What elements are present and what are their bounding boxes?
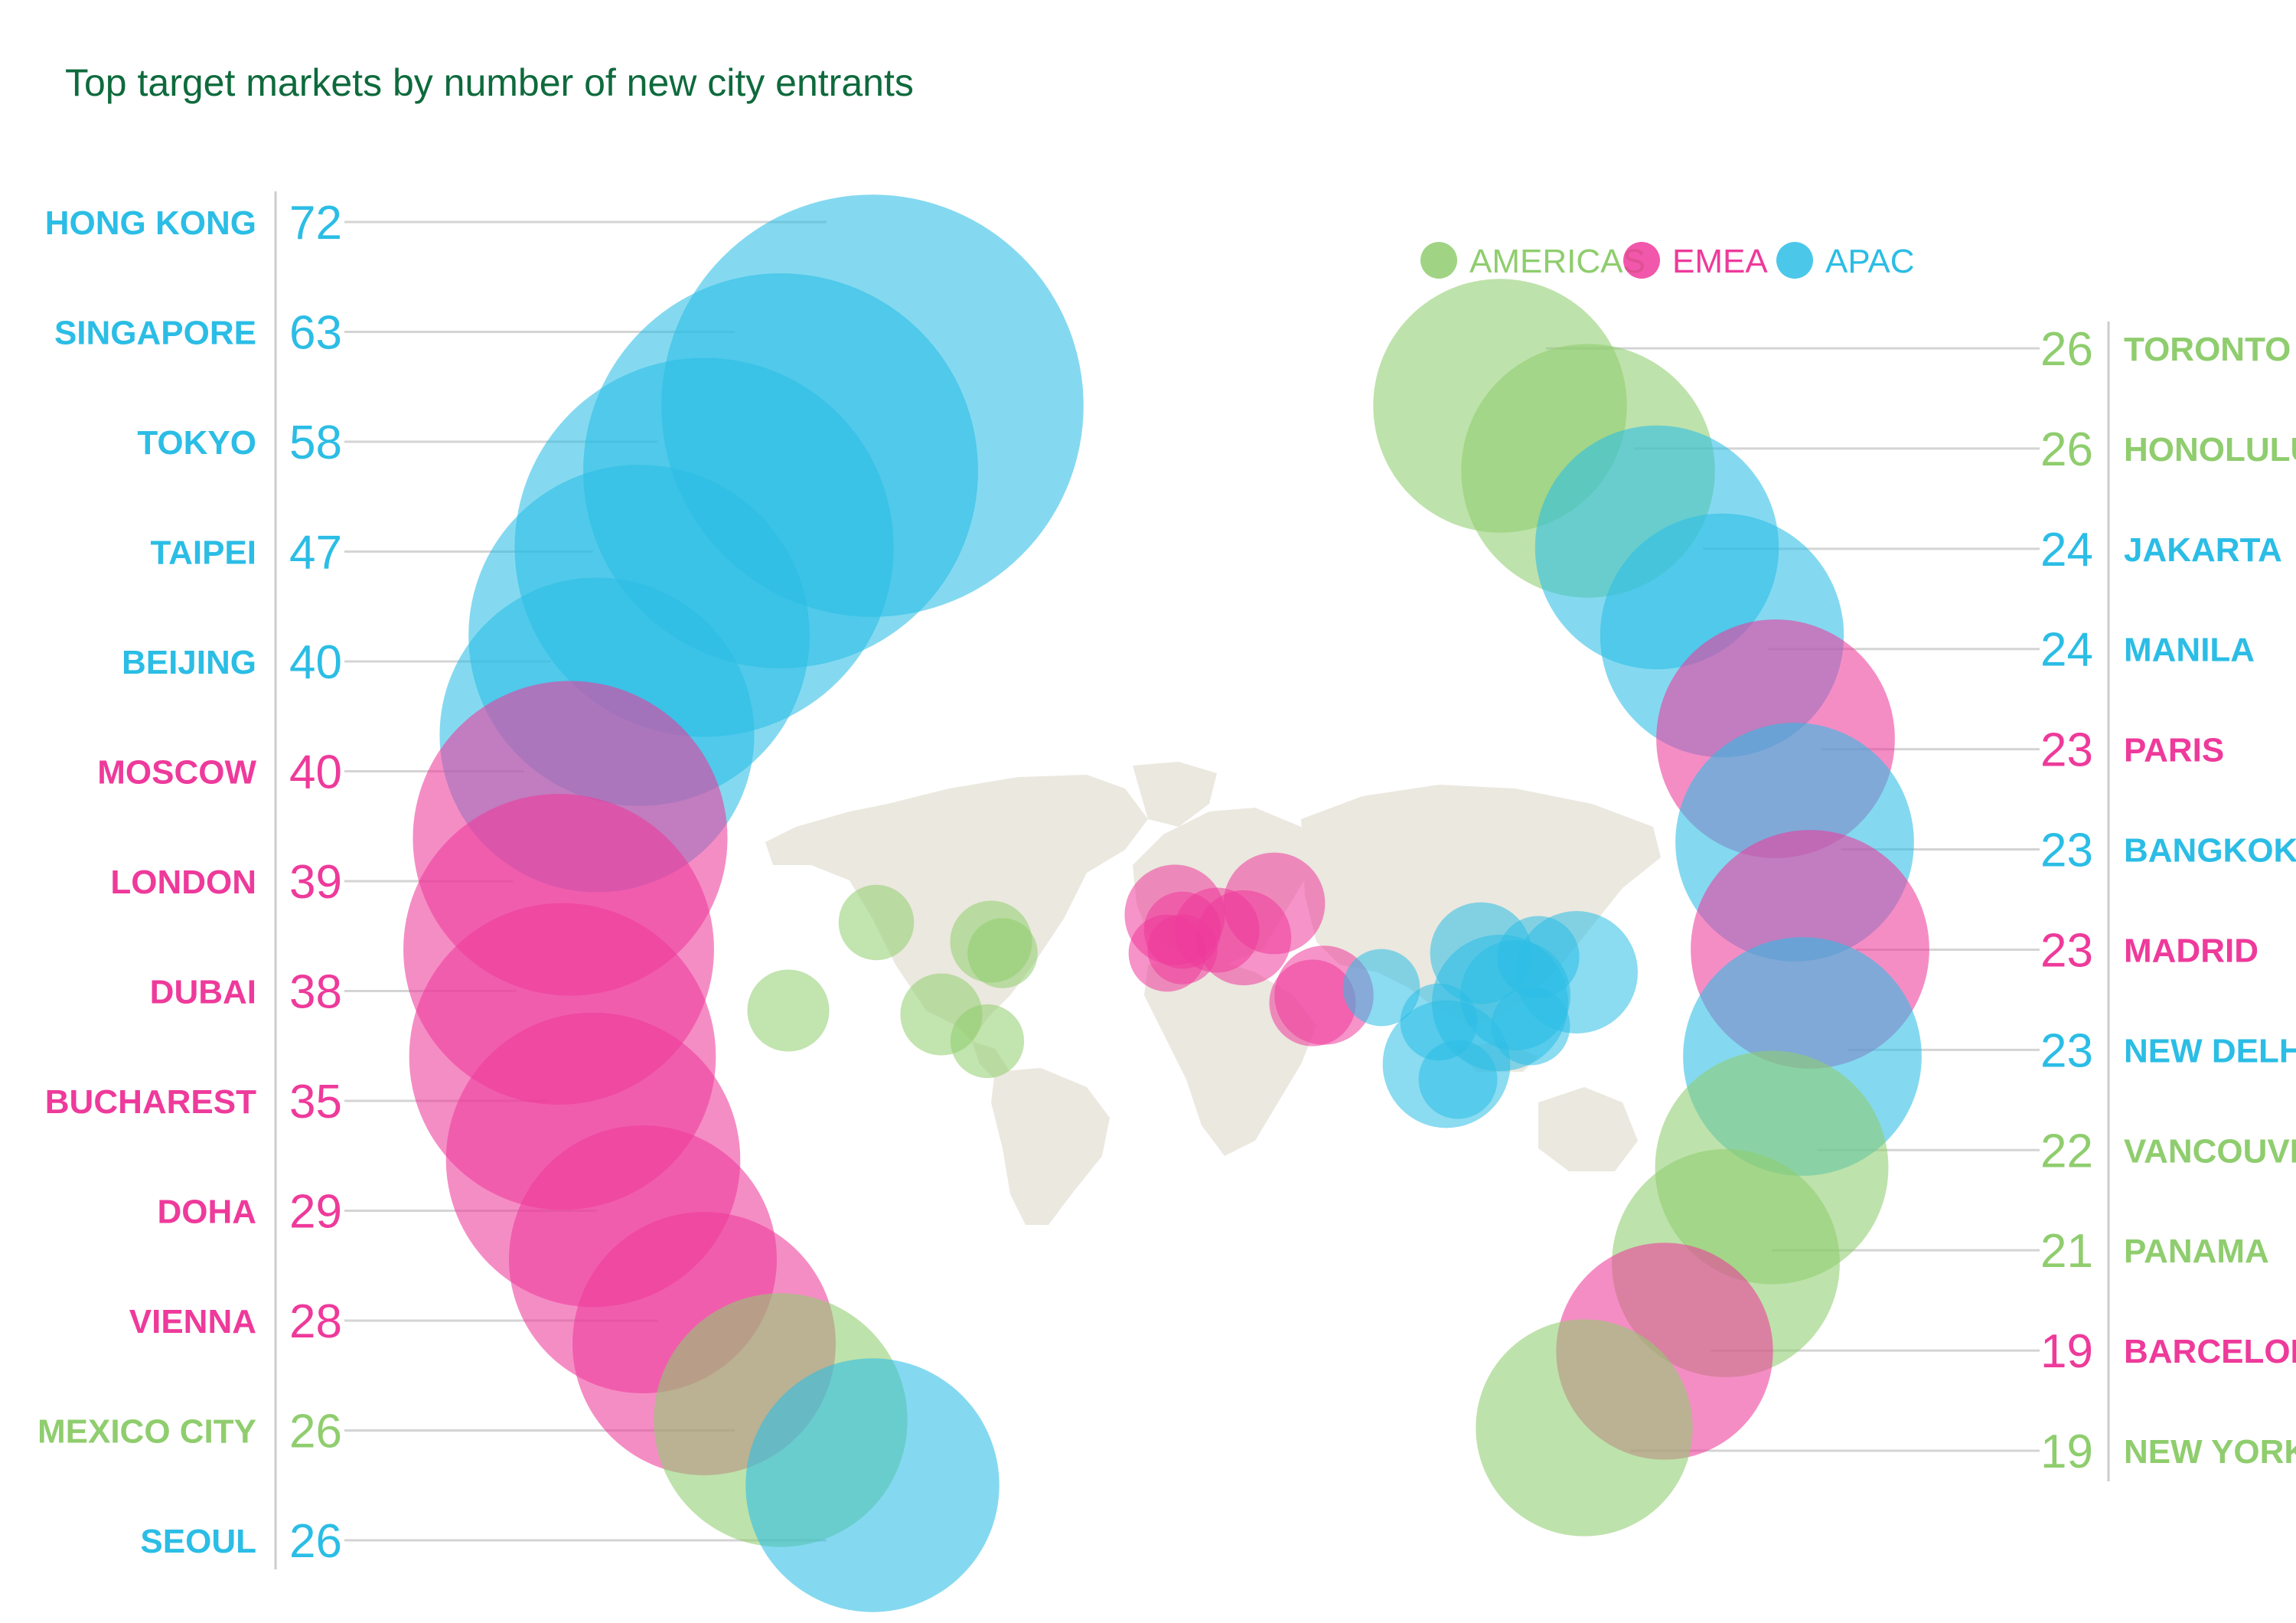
city-label-manila: MANILA bbox=[2124, 632, 2255, 669]
city-label-jakarta: JAKARTA bbox=[2124, 531, 2282, 569]
value-label-singapore: 63 bbox=[289, 307, 342, 360]
city-label-panama: PANAMA bbox=[2124, 1233, 2269, 1270]
value-label-jakarta: 24 bbox=[2040, 524, 2093, 576]
city-label-doha: DOHA bbox=[157, 1194, 256, 1231]
value-label-bangkok: 23 bbox=[2040, 825, 2093, 877]
map-bubble-panama bbox=[950, 1004, 1025, 1079]
legend: AMERICAS EMEA APAC bbox=[1420, 242, 1915, 280]
value-label-toronto: 26 bbox=[2040, 323, 2093, 376]
value-label-honolulu: 26 bbox=[2040, 423, 2093, 476]
city-label-new-york: NEW YORK bbox=[2124, 1433, 2296, 1471]
map-bubble-new-york bbox=[967, 918, 1038, 988]
value-label-seoul: 26 bbox=[289, 1515, 342, 1568]
value-label-new-delhi: 23 bbox=[2040, 1024, 2093, 1077]
city-label-barcelona: BARCELONA bbox=[2124, 1333, 2296, 1370]
map-bubble-bangkok bbox=[1400, 983, 1478, 1061]
labels: HONG KONG 72 SINGAPORE 63 TOKYO 58 TAIPEI 47 BEI… bbox=[38, 197, 2296, 1568]
value-label-panama: 21 bbox=[2040, 1225, 2093, 1278]
value-label-paris: 23 bbox=[2040, 724, 2093, 777]
legend-label-emea: EMEA bbox=[1672, 243, 1768, 280]
map-bubble-doha bbox=[1269, 959, 1356, 1047]
city-label-mexico-city: MEXICO CITY bbox=[38, 1413, 256, 1451]
value-label-vancouver: 22 bbox=[2040, 1125, 2093, 1177]
value-label-madrid: 23 bbox=[2040, 924, 2093, 977]
map-bubble-barcelona bbox=[1147, 914, 1218, 985]
city-label-dubai: DUBAI bbox=[150, 974, 256, 1011]
city-label-singapore: SINGAPORE bbox=[54, 315, 256, 352]
value-label-london: 39 bbox=[289, 856, 342, 909]
value-label-hong-kong: 72 bbox=[289, 197, 342, 250]
city-label-vancouver: VANCOUVER bbox=[2124, 1132, 2296, 1170]
city-label-vienna: VIENNA bbox=[129, 1303, 256, 1341]
legend-marker-emea bbox=[1623, 242, 1660, 279]
map-bubble-manila bbox=[1491, 986, 1570, 1066]
map-bubble-honolulu bbox=[747, 969, 830, 1052]
city-label-toronto: TORONTO bbox=[2124, 331, 2291, 368]
bubble-seoul bbox=[745, 1358, 1000, 1612]
city-label-bucharest: BUCHAREST bbox=[45, 1083, 256, 1121]
map-bubble-vancouver bbox=[838, 884, 915, 961]
value-label-vienna: 28 bbox=[289, 1295, 342, 1348]
city-label-honolulu: HONOLULU bbox=[2124, 431, 2296, 469]
bubble-new-york bbox=[1476, 1319, 1693, 1536]
value-label-bucharest: 35 bbox=[289, 1076, 342, 1128]
value-label-dubai: 38 bbox=[289, 966, 342, 1019]
city-label-london: LONDON bbox=[110, 864, 256, 901]
value-label-mexico-city: 26 bbox=[289, 1406, 342, 1458]
value-label-barcelona: 19 bbox=[2040, 1325, 2093, 1378]
bubbles bbox=[403, 194, 1929, 1612]
value-label-taipei: 47 bbox=[289, 527, 342, 580]
legend-label-apac: APAC bbox=[1825, 243, 1915, 280]
city-label-hong-kong: HONG KONG bbox=[45, 204, 256, 242]
value-label-manila: 24 bbox=[2040, 624, 2093, 677]
value-label-doha: 29 bbox=[289, 1186, 342, 1239]
city-label-madrid: MADRID bbox=[2124, 932, 2258, 969]
map-bubbles bbox=[747, 852, 1638, 1128]
city-label-bangkok: BANGKOK bbox=[2124, 832, 2296, 870]
map-bubble-seoul bbox=[1497, 916, 1580, 998]
city-label-taipei: TAIPEI bbox=[150, 534, 256, 572]
city-label-beijing: BEIJING bbox=[122, 644, 256, 681]
legend-label-americas: AMERICAS bbox=[1469, 243, 1645, 280]
value-label-tokyo: 58 bbox=[289, 416, 342, 469]
city-label-tokyo: TOKYO bbox=[137, 424, 256, 462]
value-label-beijing: 40 bbox=[289, 636, 342, 689]
city-label-new-delhi: NEW DELHI bbox=[2124, 1032, 2296, 1069]
value-label-moscow: 40 bbox=[289, 746, 342, 799]
map-bubble-new-delhi bbox=[1342, 949, 1420, 1027]
city-label-moscow: MOSCOW bbox=[97, 754, 256, 792]
city-label-seoul: SEOUL bbox=[140, 1523, 256, 1560]
legend-marker-americas bbox=[1420, 242, 1457, 279]
chart-title: Top target markets by number of new city… bbox=[65, 61, 914, 104]
value-label-new-york: 19 bbox=[2040, 1425, 2093, 1478]
legend-marker-apac bbox=[1776, 242, 1813, 279]
world-map bbox=[765, 762, 1661, 1225]
city-label-paris: PARIS bbox=[2124, 732, 2224, 769]
